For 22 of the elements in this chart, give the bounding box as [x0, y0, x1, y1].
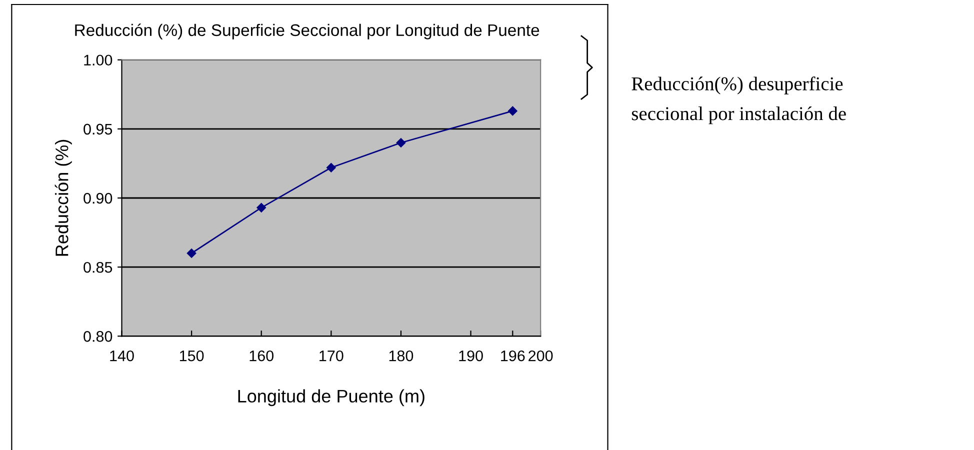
y-tick-label: 0.95: [84, 124, 112, 135]
x-tick-label: 196: [501, 350, 525, 362]
x-tick-label: 170: [320, 350, 344, 362]
x-tick-label: 140: [110, 350, 134, 362]
x-tick-label: 190: [459, 350, 483, 362]
y-tick-label: 0.80: [84, 331, 112, 342]
text: Reducción(%) desuperficie seccional por instalación de: [632, 76, 846, 124]
x-tick-label: 160: [250, 350, 274, 362]
y-tick-label: 0.90: [84, 192, 112, 204]
point: [256, 203, 266, 212]
x-axis-title: Longitud de Puente (m): [238, 389, 424, 406]
y-tick-label: 1.00: [84, 54, 112, 66]
y-tick-label: 0.85: [84, 262, 112, 273]
chart-title: Reducción (%) de Superficie Seccional por Longitud de Puente: [75, 24, 540, 40]
point: [396, 138, 406, 148]
point: [186, 248, 196, 258]
point: [508, 106, 518, 116]
x-tick-label: 150: [180, 350, 204, 362]
y-axis-title: Reducción (%): [54, 140, 72, 256]
x-tick-label: 180: [389, 350, 414, 362]
point: [326, 162, 336, 172]
x-tick-label: 200: [528, 350, 553, 362]
